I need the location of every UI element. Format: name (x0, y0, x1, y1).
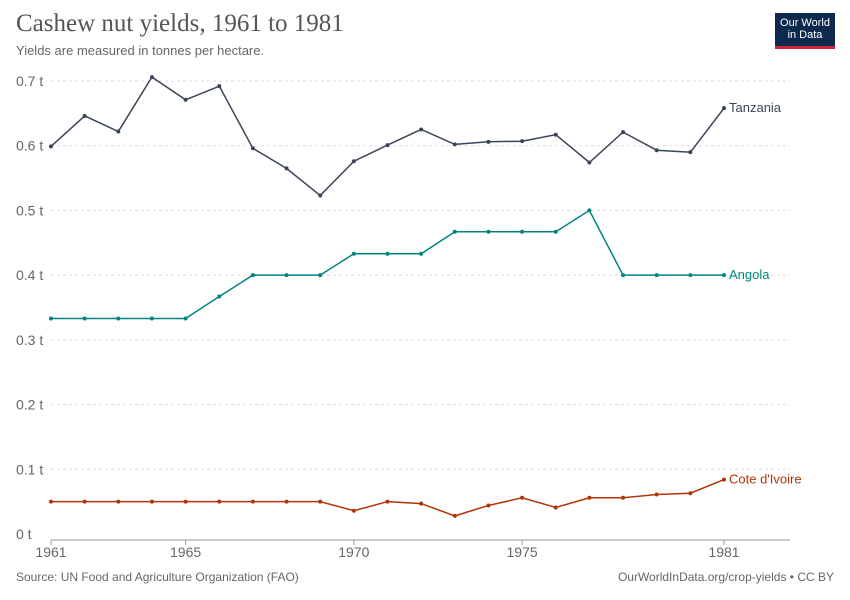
data-point (553, 132, 558, 137)
x-tick-label: 1961 (35, 544, 66, 560)
x-tick-label: 1965 (170, 544, 201, 560)
series-cote-d-ivoire (49, 477, 726, 518)
data-point (654, 148, 659, 153)
data-point (385, 251, 390, 256)
data-point (520, 139, 525, 144)
data-point (688, 150, 693, 155)
data-point (284, 273, 289, 278)
data-point (351, 508, 356, 513)
series-label: Angola (729, 267, 770, 282)
x-tick-label: 1970 (338, 544, 369, 560)
data-point (419, 501, 424, 506)
y-tick-label: 0.3 t (16, 332, 43, 348)
series-label: Cote d'Ivoire (729, 472, 802, 487)
data-point (419, 251, 424, 256)
data-point (149, 75, 154, 80)
data-point (688, 273, 693, 278)
data-point (587, 160, 592, 165)
data-point (284, 166, 289, 171)
series-line (51, 209, 724, 320)
source-note: Source: UN Food and Agriculture Organiza… (16, 570, 299, 584)
data-point (722, 106, 726, 111)
data-point (116, 129, 121, 134)
data-point (116, 316, 121, 321)
data-point (82, 316, 87, 321)
series-label: Tanzania (729, 100, 782, 115)
data-point (250, 273, 255, 278)
logo-line-2: in Data (787, 29, 823, 41)
series-lines (49, 75, 726, 518)
data-point (520, 495, 525, 500)
data-point (250, 146, 255, 151)
grid-lines (51, 80, 790, 541)
y-axis-ticks: 0 t 0.1 t 0.2 t 0.3 t 0.4 t 0.5 t 0.6 t 0.7 t (16, 73, 43, 542)
data-point (217, 499, 222, 504)
y-tick-label: 0 t (16, 526, 32, 542)
y-tick-label: 0.5 t (16, 202, 43, 218)
data-point (654, 273, 659, 278)
data-point (452, 229, 457, 234)
data-point (149, 316, 154, 321)
data-point (250, 499, 255, 504)
data-point (587, 495, 592, 500)
data-point (318, 499, 323, 504)
data-point (486, 503, 491, 508)
chart-subtitle: Yields are measured in tonnes per hectar… (16, 43, 265, 58)
data-point (183, 316, 188, 321)
source-link[interactable]: OurWorldInData.org/crop-yields • CC BY (617, 570, 834, 584)
data-point (553, 229, 558, 234)
series-angola (49, 208, 726, 321)
data-point (217, 84, 222, 89)
data-point (722, 273, 726, 278)
data-point (452, 513, 457, 518)
data-point (621, 495, 626, 500)
y-tick-label: 0.1 t (16, 461, 43, 477)
series-line (50, 76, 725, 197)
data-point (149, 499, 154, 504)
data-point (385, 499, 390, 504)
data-point (688, 491, 693, 496)
y-tick-label: 0.4 t (16, 267, 43, 283)
data-point (318, 273, 323, 278)
data-point (49, 144, 53, 149)
data-point (553, 505, 558, 510)
data-point (520, 229, 525, 234)
data-point (385, 143, 390, 148)
series-tanzania (49, 75, 726, 198)
data-point (284, 499, 289, 504)
series-labels: Tanzania Angola Cote d'Ivoire (729, 100, 802, 486)
data-point (621, 273, 626, 278)
data-point (183, 499, 188, 504)
data-point (587, 208, 592, 213)
data-point (82, 499, 87, 504)
data-point (351, 251, 356, 256)
data-point (49, 316, 53, 321)
x-axis-ticks: 1961 1965 1970 1975 1981 (35, 540, 740, 560)
data-point (116, 499, 121, 504)
data-point (486, 229, 491, 234)
chart-title: Cashew nut yields, 1961 to 1981 (16, 10, 344, 37)
data-point (82, 113, 87, 118)
data-point (217, 294, 222, 299)
data-point (183, 97, 188, 102)
x-tick-label: 1975 (507, 544, 538, 560)
x-tick-label: 1981 (708, 544, 739, 560)
y-tick-label: 0.2 t (16, 397, 43, 413)
logo-line-1: Our World (780, 17, 830, 29)
y-tick-label: 0.7 t (16, 73, 43, 89)
data-point (621, 130, 626, 135)
owid-logo[interactable]: Our World in Data (775, 13, 835, 49)
data-point (486, 139, 491, 144)
data-point (351, 159, 356, 164)
data-point (722, 477, 726, 482)
data-point (318, 193, 323, 198)
data-point (452, 142, 457, 147)
data-point (49, 499, 53, 504)
data-point (419, 127, 424, 132)
y-tick-label: 0.6 t (16, 138, 43, 154)
data-point (654, 492, 659, 497)
